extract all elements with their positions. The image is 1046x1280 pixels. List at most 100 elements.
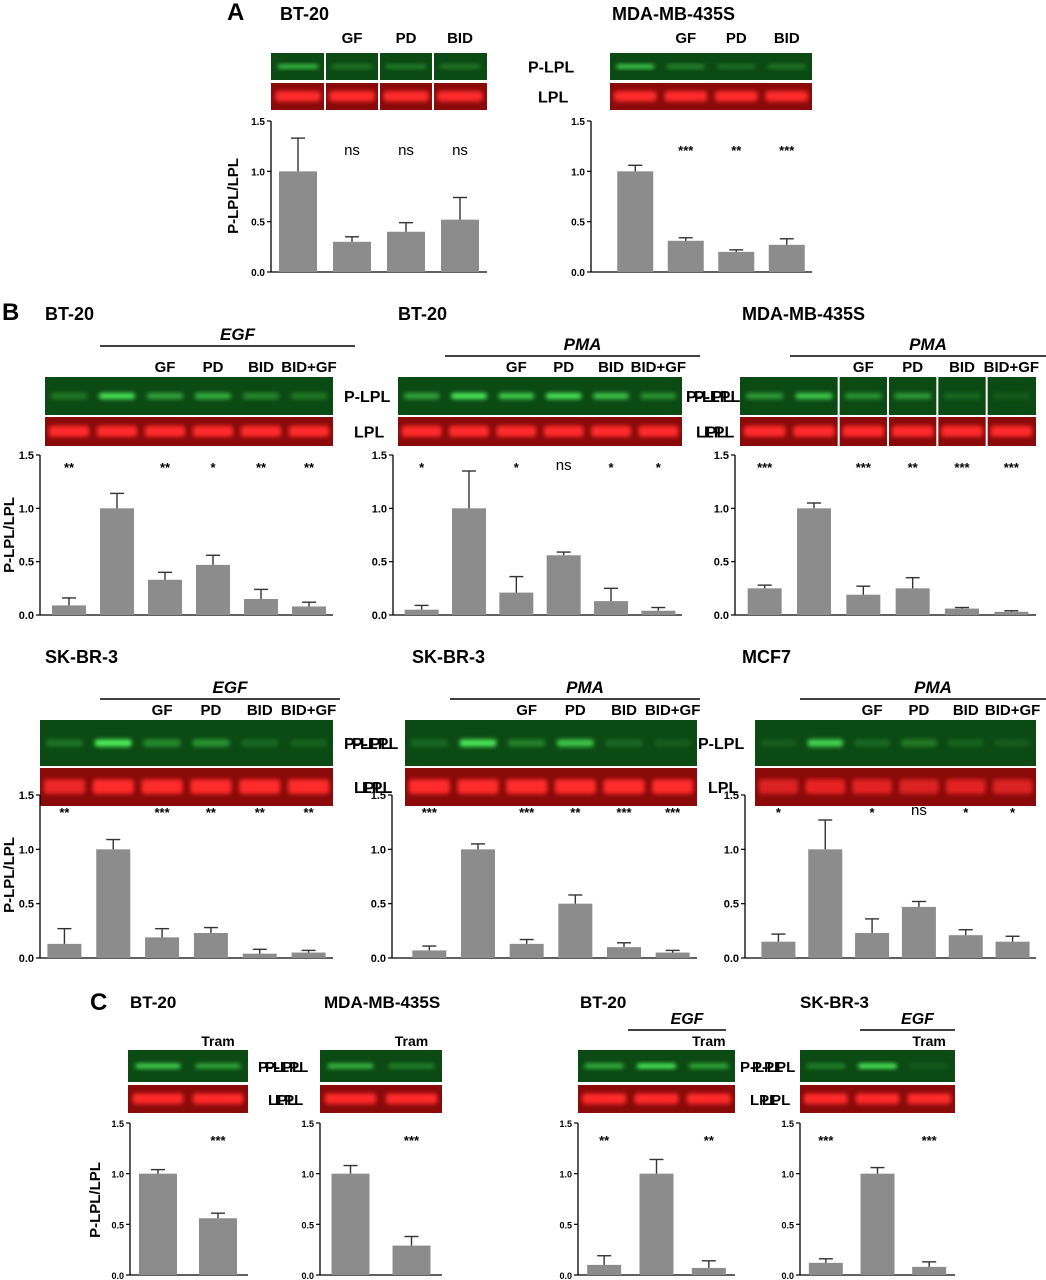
bar xyxy=(808,849,843,958)
lpl-blot xyxy=(405,768,697,806)
lane-label: BID+GF xyxy=(985,702,1040,719)
p-lpl-band xyxy=(992,392,1031,400)
lane-label: GF xyxy=(862,702,883,719)
y-tick-label: 0.0 xyxy=(19,953,34,965)
bar xyxy=(47,943,82,958)
lane-label: PD xyxy=(908,702,929,719)
y-tick-label: 0.5 xyxy=(19,899,34,911)
bar xyxy=(855,933,890,958)
p-lpl-band xyxy=(143,739,181,747)
significance-label: *** xyxy=(856,460,872,475)
y-tick-label: 1.5 xyxy=(714,450,729,462)
significance-label: *** xyxy=(779,143,795,158)
lpl-band xyxy=(614,91,657,102)
y-tick-label: 0.0 xyxy=(724,953,739,965)
p-lpl-blot xyxy=(398,377,682,415)
y-tick-label: 0.5 xyxy=(781,1220,794,1230)
significance-label: ** xyxy=(64,460,75,475)
p-lpl-band xyxy=(556,739,594,747)
p-lpl-band xyxy=(439,64,481,69)
row-label-lpl: LPL xyxy=(354,780,384,797)
y-tick-label: 0.0 xyxy=(559,1271,572,1280)
p-lpl-band xyxy=(844,392,883,400)
p-lpl-blot xyxy=(40,720,333,766)
lpl-band xyxy=(992,779,1033,794)
significance-label: * xyxy=(1010,805,1016,820)
y-tick-label: 1.5 xyxy=(301,1119,314,1129)
lane-label: BID xyxy=(611,702,637,719)
lpl-band xyxy=(239,779,281,794)
panel-b2: BT-20 PMA GF PD BID BID+GFP-LPL LPL 0.0 0.5 1.0 1.… xyxy=(372,304,733,622)
bar xyxy=(387,231,425,272)
bar xyxy=(244,599,278,615)
p-lpl-band xyxy=(745,392,784,400)
lane-label: GF xyxy=(675,30,696,47)
bar xyxy=(452,508,486,615)
lpl-band xyxy=(543,425,584,437)
lane-label: BID+GF xyxy=(631,359,686,376)
p-lpl-band xyxy=(760,739,797,747)
significance-label: ns xyxy=(398,142,414,159)
row-label-lpl: LPL xyxy=(762,1092,790,1109)
lane-label: GF xyxy=(155,359,176,376)
panel-title: SK-BR-3 xyxy=(800,993,869,1012)
treatment-label: EGF xyxy=(213,678,249,697)
panel-a1: BT-20 GF PD BID 0.0 0.5 1.0 1.5 P-LPL/LPL ns ns ns xyxy=(225,4,487,279)
significance-label: ** xyxy=(599,1133,610,1148)
row-label-lpl: LPL xyxy=(275,1092,303,1109)
p-lpl-band xyxy=(584,1063,625,1069)
significance-label: ns xyxy=(911,802,927,819)
y-tick-label: 1.0 xyxy=(371,844,386,856)
y-tick-label: 1.0 xyxy=(571,167,585,178)
lpl-band xyxy=(144,425,186,437)
panel-title: BT-20 xyxy=(580,993,626,1012)
lane-label: GF xyxy=(152,702,173,719)
bar xyxy=(901,906,936,958)
panel-b5: SK-BR-3 PMA GF PD BID BID+GF P-LPL LPL 0.0 0.5 1.0… xyxy=(352,647,700,965)
bar xyxy=(558,903,593,958)
p-lpl-band xyxy=(854,739,890,747)
bar xyxy=(587,1264,622,1275)
lpl-band xyxy=(275,91,321,102)
row-label-p-lpl: P-LPL xyxy=(698,736,744,753)
lpl-band xyxy=(634,1093,679,1105)
y-tick-label: 0.5 xyxy=(111,1220,124,1230)
row-label-lpl: LPL xyxy=(268,1092,296,1109)
y-tick-label: 0.5 xyxy=(571,218,585,229)
p-lpl-band xyxy=(135,1063,181,1069)
row-label-p-lpl: P-LPL xyxy=(740,1059,783,1076)
significance-label: * xyxy=(870,805,876,820)
row-label-p-lpl: P-LPL xyxy=(258,1059,301,1076)
lane-label: GF xyxy=(342,30,363,47)
lpl-band xyxy=(506,779,548,794)
lpl-band xyxy=(48,425,90,437)
p-lpl-band xyxy=(45,739,83,747)
p-lpl-band xyxy=(241,739,279,747)
lane-label: BID xyxy=(774,30,800,47)
p-lpl-band xyxy=(385,64,427,69)
p-lpl-band xyxy=(909,1063,949,1069)
lpl-band xyxy=(288,425,330,437)
p-lpl-band xyxy=(146,392,184,400)
y-tick-label: 1.5 xyxy=(781,1119,794,1129)
y-tick-label: 1.5 xyxy=(19,790,34,802)
row-label-lpl: LPL xyxy=(354,425,384,442)
treatment-label: EGF xyxy=(220,325,256,344)
significance-label: *** xyxy=(954,460,970,475)
significance-label: ** xyxy=(731,143,742,158)
p-lpl-band xyxy=(277,64,319,69)
significance-label: ** xyxy=(206,805,217,820)
row-label-p-lpl: P-LPL xyxy=(694,389,740,406)
row-label-p-lpl: P-LPL xyxy=(344,389,390,406)
y-tick-label: 0.5 xyxy=(371,899,386,911)
bar xyxy=(768,244,805,272)
lpl-band xyxy=(664,91,707,102)
y-axis-label: P-LPL/LPL xyxy=(1,837,18,913)
bar xyxy=(331,1173,370,1275)
bar xyxy=(461,849,495,958)
p-lpl-band xyxy=(943,392,981,400)
y-tick-label: 0.5 xyxy=(559,1220,572,1230)
y-tick-label: 0.5 xyxy=(251,218,265,229)
y-tick-label: 1.0 xyxy=(111,1170,124,1180)
